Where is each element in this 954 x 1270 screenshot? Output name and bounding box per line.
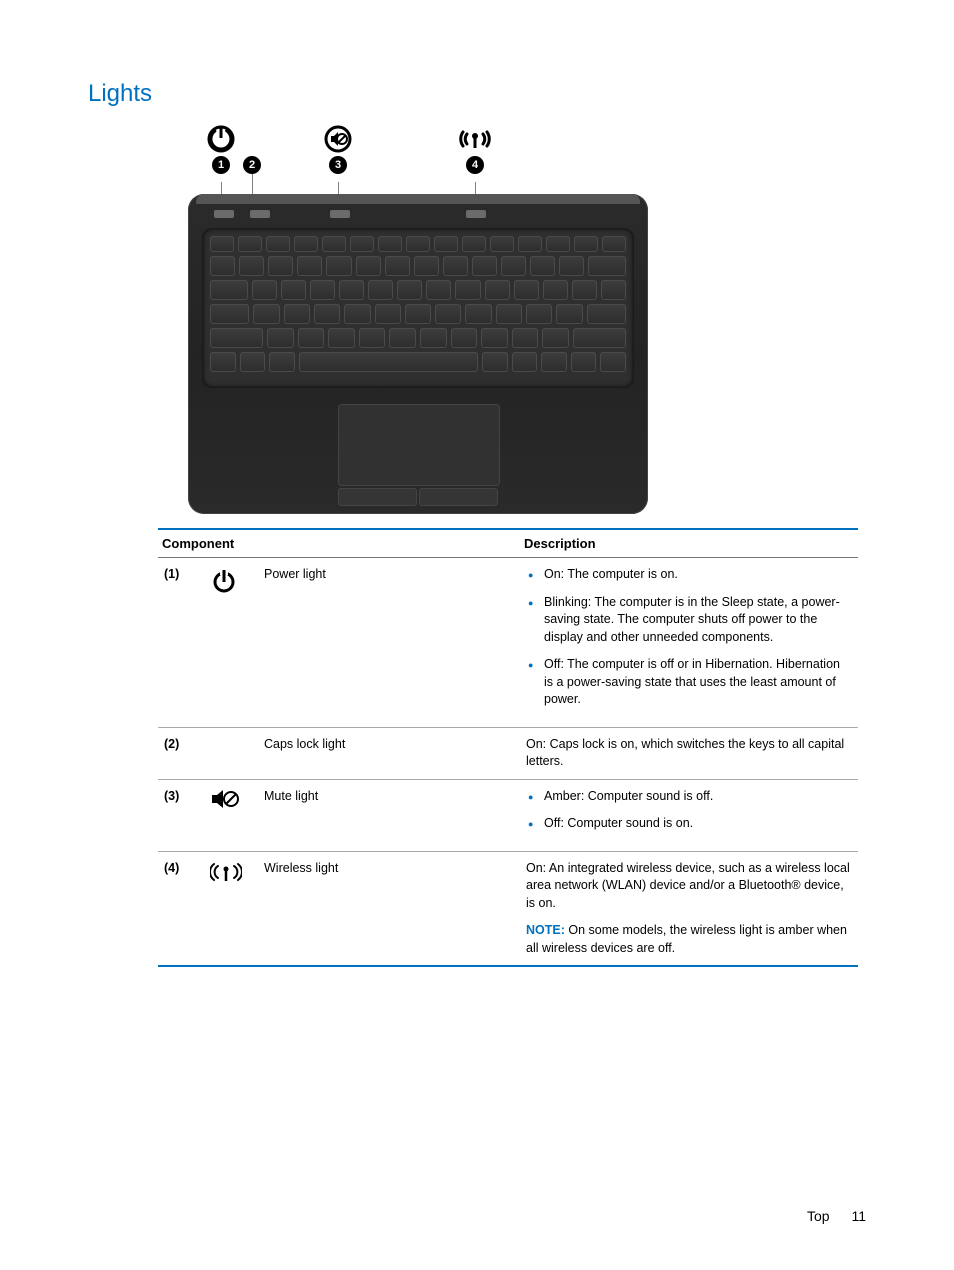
page-footer: Top 11 [807,1208,866,1224]
desc-bullet: Blinking: The computer is in the Sleep s… [544,594,852,647]
component-name: Caps lock light [258,727,520,779]
power-icon [210,566,238,594]
component-name: Wireless light [258,851,520,966]
desc-bullet: On: The computer is on. [544,566,852,584]
desc-bullet: Off: The computer is off or in Hibernati… [544,656,852,709]
mute-icon [210,788,240,810]
trackpad-right-button [419,488,498,506]
laptop-illustration [188,194,648,514]
desc-text: On: Caps lock is on, which switches the … [520,727,858,779]
trackpad-left-button [338,488,417,506]
desc-bullet: Off: Computer sound is on. [544,815,852,833]
desc-text: On: An integrated wireless device, such … [526,860,852,913]
row-number: (1) [158,558,204,728]
row-number: (3) [158,779,204,851]
callout-badge-2: 2 [243,156,261,174]
callout-badge-4: 4 [466,156,484,174]
footer-page: 11 [851,1208,866,1224]
table-row: (2) Caps lock light On: Caps lock is on,… [158,727,858,779]
note-text: On some models, the wireless light is am… [526,923,847,955]
col-header-component: Component [158,529,520,558]
callout-3: 3 [323,124,353,174]
table-row: (1) Power light On: The computer is on. [158,558,858,728]
callout-1: 1 [206,124,236,174]
col-header-description: Description [520,529,858,558]
section-heading: Lights [88,80,866,108]
row-number: (2) [158,727,204,779]
table-row: (4) Wireless light On: An int [158,851,858,966]
table-row: (3) Mute light Amber: Computer sound is … [158,779,858,851]
callout-badge-1: 1 [212,156,230,174]
power-icon [206,124,236,154]
desc-bullet: Amber: Computer sound is off. [544,788,852,806]
note-label: NOTE: [526,923,565,937]
wireless-icon [210,860,242,884]
component-name: Mute light [258,779,520,851]
trackpad-illustration [338,404,500,486]
figure: 1 2 3 [88,124,866,514]
callout-4: 4 [458,124,492,174]
component-name: Power light [258,558,520,728]
wireless-icon [458,124,492,154]
row-number: (4) [158,851,204,966]
lights-table: Component Description (1) [158,528,858,967]
callout-badge-3: 3 [329,156,347,174]
callout-2: 2 [243,154,261,174]
footer-section: Top [807,1208,830,1224]
mute-icon [323,124,353,154]
